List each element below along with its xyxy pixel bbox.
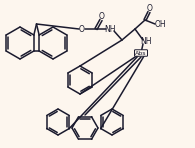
Text: O: O: [99, 12, 105, 21]
Text: OH: OH: [154, 20, 166, 29]
Text: O: O: [147, 4, 153, 12]
Text: O: O: [79, 25, 85, 33]
Text: NH: NH: [104, 25, 116, 33]
Text: NH: NH: [140, 37, 152, 45]
Text: Abs: Abs: [135, 50, 147, 56]
